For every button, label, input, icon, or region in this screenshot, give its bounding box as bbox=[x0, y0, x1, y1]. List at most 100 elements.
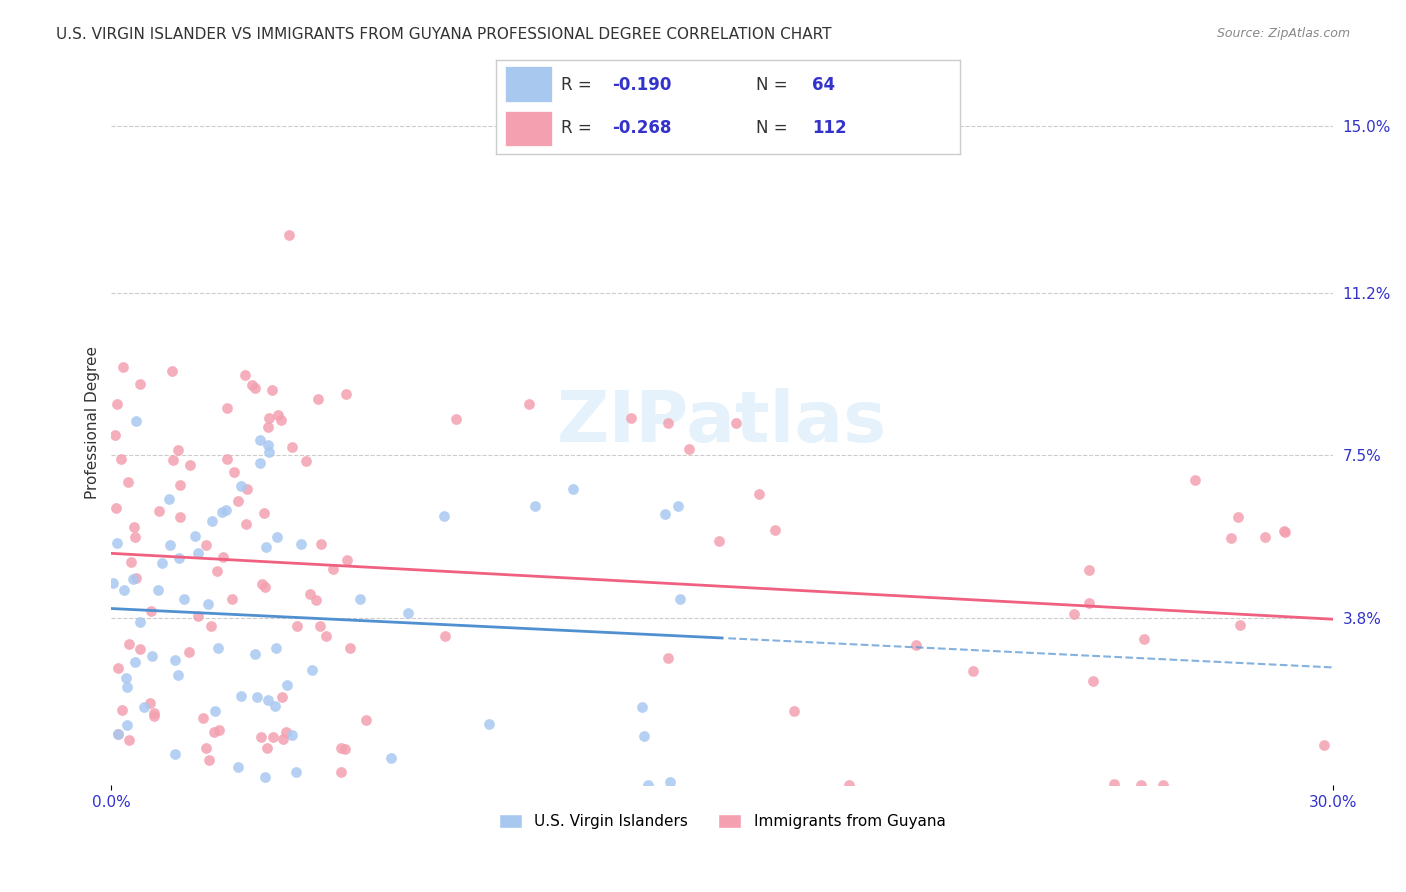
Point bbox=[633, 729, 655, 743]
Point bbox=[307, 392, 329, 406]
Point bbox=[125, 414, 148, 428]
Point bbox=[254, 580, 277, 594]
Point bbox=[253, 506, 276, 520]
Point bbox=[446, 411, 468, 425]
Point bbox=[169, 478, 191, 492]
Point bbox=[101, 575, 124, 590]
Point bbox=[235, 516, 257, 531]
Point bbox=[256, 740, 278, 755]
Point bbox=[657, 651, 679, 665]
Point bbox=[112, 582, 135, 597]
Point bbox=[179, 645, 201, 659]
Point bbox=[184, 529, 207, 543]
Point bbox=[118, 732, 141, 747]
Point bbox=[150, 556, 173, 570]
Point bbox=[129, 615, 152, 629]
Point bbox=[270, 690, 292, 705]
Point bbox=[142, 708, 165, 723]
Point bbox=[124, 520, 146, 534]
Point bbox=[478, 717, 501, 731]
Point bbox=[233, 368, 256, 383]
Point bbox=[105, 397, 128, 411]
Point bbox=[124, 530, 146, 544]
Point bbox=[217, 401, 239, 415]
Point bbox=[339, 640, 361, 655]
Point bbox=[1274, 525, 1296, 540]
Point bbox=[274, 725, 297, 739]
Point bbox=[162, 453, 184, 467]
Point bbox=[104, 427, 127, 442]
Point bbox=[304, 593, 326, 607]
Point bbox=[276, 678, 298, 692]
Point bbox=[262, 731, 284, 745]
Point bbox=[115, 671, 138, 685]
Point bbox=[229, 479, 252, 493]
Point bbox=[249, 434, 271, 448]
Point bbox=[104, 500, 127, 515]
Point bbox=[134, 700, 156, 714]
Point bbox=[212, 550, 235, 565]
Point bbox=[657, 417, 679, 431]
Text: U.S. VIRGIN ISLANDER VS IMMIGRANTS FROM GUYANA PROFESSIONAL DEGREE CORRELATION C: U.S. VIRGIN ISLANDER VS IMMIGRANTS FROM … bbox=[56, 27, 832, 42]
Point bbox=[159, 538, 181, 552]
Point bbox=[335, 387, 357, 401]
Point bbox=[266, 530, 288, 544]
Point bbox=[336, 553, 359, 567]
Point bbox=[142, 706, 165, 721]
Point bbox=[201, 514, 224, 528]
Point bbox=[561, 483, 583, 497]
Point bbox=[120, 555, 142, 569]
Point bbox=[138, 696, 160, 710]
Point bbox=[107, 727, 129, 741]
Point bbox=[165, 652, 187, 666]
Point bbox=[349, 591, 371, 606]
Point bbox=[285, 619, 308, 633]
Point bbox=[236, 482, 259, 496]
Point bbox=[141, 604, 163, 618]
Point bbox=[1081, 673, 1104, 688]
Point bbox=[724, 416, 747, 430]
Point bbox=[309, 537, 332, 551]
Point bbox=[1152, 778, 1174, 792]
Point bbox=[179, 458, 201, 473]
Point bbox=[1078, 563, 1101, 577]
Point bbox=[433, 629, 456, 643]
Point bbox=[167, 551, 190, 566]
Point bbox=[195, 740, 218, 755]
Point bbox=[285, 765, 308, 780]
Point bbox=[433, 509, 456, 524]
Point bbox=[330, 765, 353, 780]
Point bbox=[173, 591, 195, 606]
Point bbox=[709, 533, 731, 548]
Y-axis label: Professional Degree: Professional Degree bbox=[86, 346, 100, 499]
Point bbox=[748, 486, 770, 500]
Point bbox=[1219, 531, 1241, 545]
Point bbox=[224, 465, 246, 479]
Point bbox=[257, 419, 280, 434]
Point bbox=[1254, 530, 1277, 544]
Point bbox=[330, 740, 353, 755]
Point bbox=[523, 499, 546, 513]
Point bbox=[281, 728, 304, 742]
Point bbox=[250, 731, 273, 745]
Point bbox=[166, 667, 188, 681]
Point bbox=[1078, 596, 1101, 610]
Point bbox=[125, 571, 148, 585]
Point bbox=[905, 638, 928, 652]
Point bbox=[273, 731, 295, 746]
Point bbox=[1229, 617, 1251, 632]
Point bbox=[226, 494, 249, 508]
Point bbox=[249, 456, 271, 470]
Point bbox=[215, 503, 238, 517]
Point bbox=[231, 689, 253, 703]
Point bbox=[838, 778, 860, 792]
Point bbox=[146, 583, 169, 598]
Point bbox=[678, 442, 700, 456]
Point bbox=[783, 704, 806, 718]
Point bbox=[204, 705, 226, 719]
Point bbox=[187, 608, 209, 623]
Point bbox=[763, 523, 786, 537]
Point bbox=[264, 641, 287, 656]
Point bbox=[118, 637, 141, 651]
Point bbox=[631, 699, 654, 714]
